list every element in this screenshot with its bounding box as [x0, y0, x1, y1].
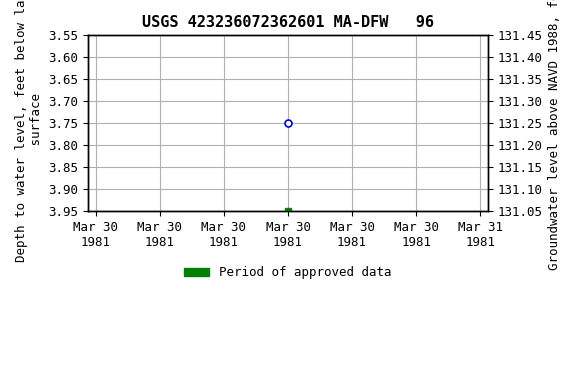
Legend: Period of approved data: Period of approved data — [179, 262, 397, 285]
Y-axis label: Depth to water level, feet below land
 surface: Depth to water level, feet below land su… — [15, 0, 43, 262]
Title: USGS 423236072362601 MA-DFW   96: USGS 423236072362601 MA-DFW 96 — [142, 15, 434, 30]
Y-axis label: Groundwater level above NAVD 1988, feet: Groundwater level above NAVD 1988, feet — [548, 0, 561, 270]
